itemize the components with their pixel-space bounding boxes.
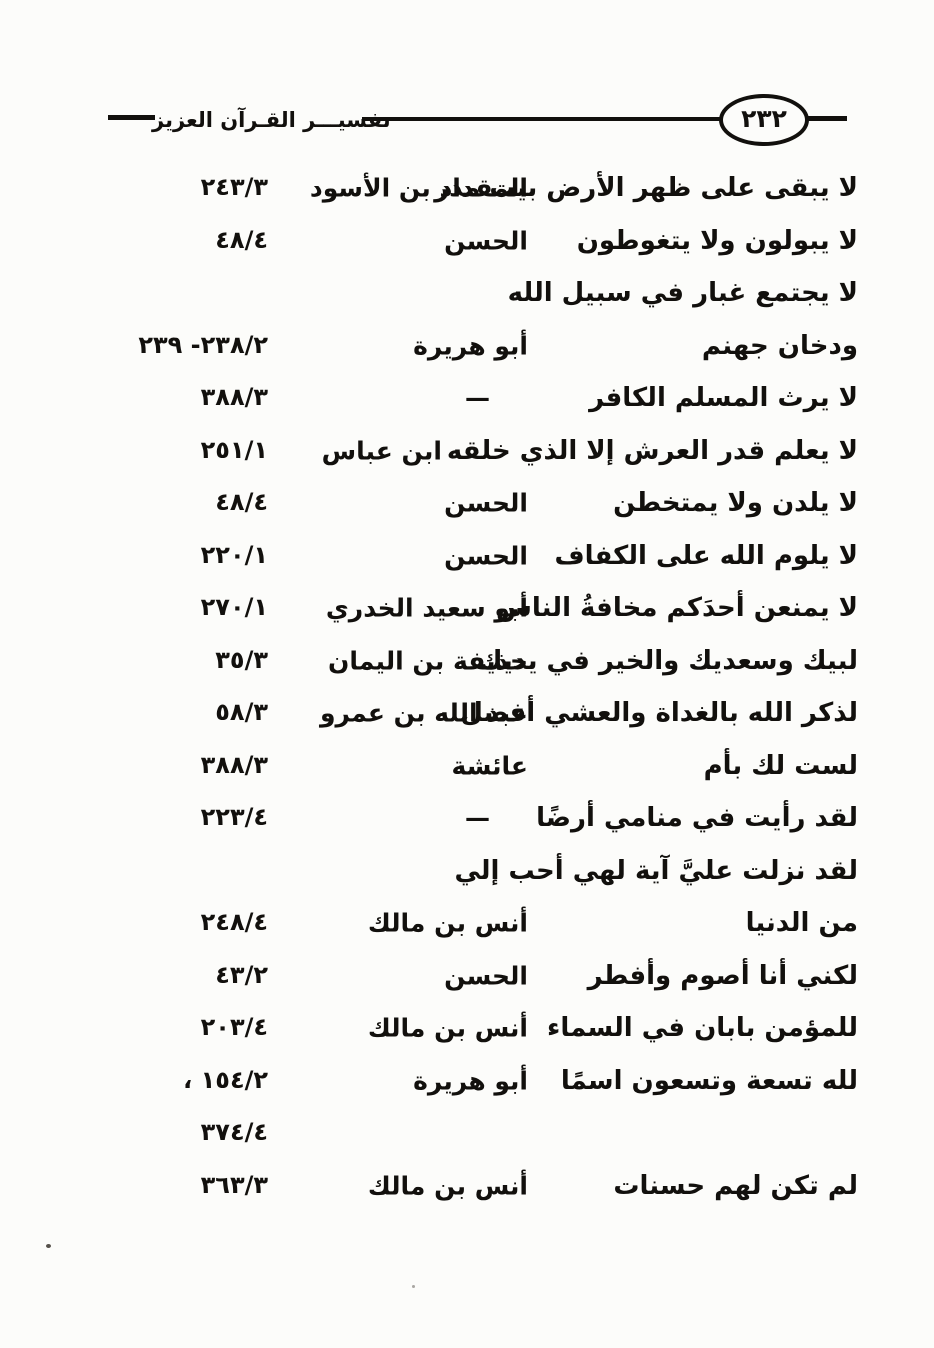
hadith-index-table: لا يبقى على ظهر الأرض بيت مدر المقداد بن… — [0, 162, 934, 1212]
volume-page-ref: ٤٣/٢ — [215, 960, 268, 989]
hadith-text: لا يلدن ولا يمتخطن — [613, 488, 858, 519]
table-row: لا يبولون ولا يتغوطون الحسن ٤٨/٤ — [0, 215, 934, 268]
volume-page-ref: ٣٧٤/٤ — [200, 1118, 268, 1147]
narrator: أنس بن مالك — [367, 1013, 528, 1043]
table-row: لا يبقى على ظهر الأرض بيت مدر المقداد بن… — [0, 162, 934, 215]
hadith-text: لا يمنعن أحدَكم مخافةُ الناس — [496, 593, 858, 624]
header-rule — [362, 117, 724, 121]
narrator-dash: — — [465, 803, 490, 833]
hadith-text: لله تسعة وتسعون اسمًا — [560, 1065, 858, 1096]
table-row: لم تكن لهم حسنات أنس بن مالك ٣٦٣/٣ — [0, 1160, 934, 1213]
narrator: المقداد بن الأسود — [309, 173, 528, 203]
table-row: لذكر الله بالغداة والعشي أفضل عبد الله ب… — [0, 687, 934, 740]
volume-page-ref: ٢٤٣/٣ — [200, 173, 268, 202]
hadith-text: لا يعلم قدر العرش إلا الذي خلقه — [446, 435, 858, 466]
volume-page-ref: ٢٢٣/٤ — [200, 803, 268, 832]
scan-speck — [46, 1244, 51, 1248]
narrator-dash: — — [465, 383, 490, 413]
table-row: لا يمنعن أحدَكم مخافةُ الناس أبو سعيد ال… — [0, 582, 934, 635]
table-row: لا يجتمع غبار في سبيل الله — [0, 267, 934, 320]
volume-page-ref: ٢٥١/١ — [200, 435, 268, 464]
scan-speck — [412, 1285, 415, 1288]
hadith-text: لم تكن لهم حسنات — [613, 1170, 858, 1201]
page-number: ٢٣٢ — [741, 104, 787, 133]
hadith-text: لقد نزلت عليَّ آية لهي أحب إلي — [454, 855, 858, 886]
hadith-text: ودخان جهنم — [701, 330, 858, 361]
hadith-text: من الدنيا — [745, 908, 858, 939]
volume-page-ref: ٢٠٣/٤ — [200, 1013, 268, 1042]
hadith-text: لا يجتمع غبار في سبيل الله — [507, 278, 858, 309]
volume-page-ref: ٢٧٠/١ — [200, 593, 268, 622]
table-row: لقد نزلت عليَّ آية لهي أحب إلي — [0, 845, 934, 898]
table-row: من الدنيا أنس بن مالك ٢٤٨/٤ — [0, 897, 934, 950]
volume-page-ref: ١٥٤/٢ ، — [183, 1065, 268, 1094]
table-row: ودخان جهنم أبو هريرة ٢٣٨/٢- ٢٣٩ — [0, 320, 934, 373]
narrator: أبو سعيد الخدري — [325, 593, 528, 623]
volume-page-ref: ٣٨٨/٣ — [200, 383, 268, 412]
book-title: تفسيـــر القـرآن العزيز — [152, 108, 391, 132]
header-left-dash — [108, 115, 155, 120]
narrator: الحسن — [444, 961, 528, 991]
narrator: أنس بن مالك — [367, 1171, 528, 1201]
volume-page-ref: ٤٨/٤ — [215, 488, 268, 517]
narrator: حذيفة بن اليمان — [328, 646, 528, 676]
table-row: لا يلدن ولا يمتخطن الحسن ٤٨/٤ — [0, 477, 934, 530]
volume-page-ref: ٥٨/٣ — [215, 698, 268, 727]
narrator: أبو هريرة — [413, 1066, 528, 1096]
table-row: لبيك وسعديك والخير في يديك حذيفة بن اليم… — [0, 635, 934, 688]
narrator: الحسن — [444, 488, 528, 518]
table-row: لا يلوم الله على الكفاف الحسن ٢٢٠/١ — [0, 530, 934, 583]
table-row: لله تسعة وتسعون اسمًا أبو هريرة ١٥٤/٢ ، — [0, 1055, 934, 1108]
hadith-text: لا يرث المسلم الكافر — [589, 383, 858, 414]
table-row: لكني أنا أصوم وأفطر الحسن ٤٣/٢ — [0, 950, 934, 1003]
narrator: عائشة — [451, 751, 528, 781]
narrator: الحسن — [444, 226, 528, 256]
table-row: لا يعلم قدر العرش إلا الذي خلقه ابن عباس… — [0, 425, 934, 478]
narrator: ابن عباس — [321, 436, 442, 466]
narrator: أنس بن مالك — [367, 908, 528, 938]
volume-page-ref: ٣٨٨/٣ — [200, 750, 268, 779]
table-row: لست لك بأم عائشة ٣٨٨/٣ — [0, 740, 934, 793]
page-number-badge: ٢٣٢ — [719, 94, 809, 146]
table-row: لقد رأيت في منامي أرضًا — ٢٢٣/٤ — [0, 792, 934, 845]
volume-page-ref: ٢٢٠/١ — [200, 540, 268, 569]
hadith-text: لبيك وسعديك والخير في يديك — [478, 645, 858, 676]
table-row: ٣٧٤/٤ — [0, 1107, 934, 1160]
narrator: أبو هريرة — [413, 331, 528, 361]
table-row: لا يرث المسلم الكافر — ٣٨٨/٣ — [0, 372, 934, 425]
hadith-text: لذكر الله بالغداة والعشي أفضل — [460, 698, 858, 729]
hadith-text: للمؤمن بابان في السماء — [547, 1013, 858, 1044]
volume-page-ref: ٢٤٨/٤ — [200, 908, 268, 937]
hadith-text: لا يلوم الله على الكفاف — [554, 540, 858, 571]
volume-page-ref: ٣٦٣/٣ — [200, 1170, 268, 1199]
hadith-text: لكني أنا أصوم وأفطر — [587, 960, 858, 991]
volume-page-ref: ٣٥/٣ — [215, 645, 268, 674]
narrator: الحسن — [444, 541, 528, 571]
narrator: عبد الله بن عمرو — [320, 698, 528, 728]
table-row: للمؤمن بابان في السماء أنس بن مالك ٢٠٣/٤ — [0, 1002, 934, 1055]
header-right-dash — [806, 116, 847, 121]
volume-page-ref: ٢٣٨/٢- ٢٣٩ — [138, 330, 268, 359]
hadith-text: لقد رأيت في منامي أرضًا — [536, 803, 858, 834]
volume-page-ref: ٤٨/٤ — [215, 225, 268, 254]
hadith-text: لا يبقى على ظهر الأرض بيت مدر — [434, 173, 858, 204]
hadith-text: لست لك بأم — [703, 750, 858, 781]
hadith-text: لا يبولون ولا يتغوطون — [576, 225, 858, 256]
